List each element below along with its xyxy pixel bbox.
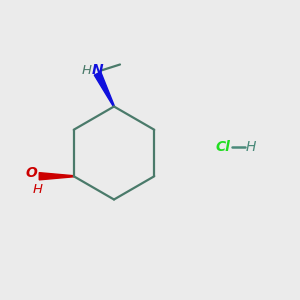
Text: Cl: Cl bbox=[216, 140, 231, 154]
Text: O: O bbox=[26, 166, 38, 180]
Text: H: H bbox=[82, 64, 92, 77]
Polygon shape bbox=[39, 172, 74, 180]
Polygon shape bbox=[94, 72, 115, 107]
Text: N: N bbox=[92, 64, 103, 77]
Text: H: H bbox=[33, 183, 43, 196]
Text: H: H bbox=[246, 140, 256, 154]
